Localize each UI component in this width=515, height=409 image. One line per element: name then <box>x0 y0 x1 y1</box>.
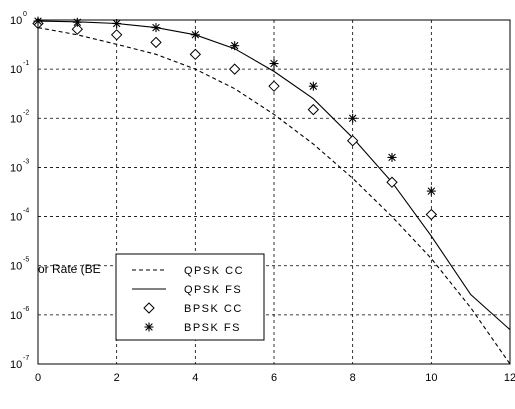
y-tick-label: 10-5 <box>10 257 29 273</box>
series-bpsk-fs <box>33 16 436 196</box>
legend: QPSK CC QPSK FS BPSK CC BPSK FS <box>115 253 265 341</box>
y-tick-exponent: -2 <box>23 109 29 116</box>
x-tick-label: 10 <box>425 372 437 384</box>
y-axis-label: or Rate (BE <box>38 262 101 276</box>
star-marker <box>426 186 436 196</box>
y-tick-label: 10-1 <box>10 60 29 76</box>
legend-swatch <box>143 302 155 314</box>
legend-item: BPSK CC <box>143 302 243 315</box>
plot-frame <box>37 19 511 365</box>
y-tick-base: 10 <box>10 162 22 174</box>
x-tick-label: 6 <box>271 372 277 384</box>
star-marker <box>112 18 122 28</box>
diamond-marker <box>268 80 280 92</box>
plot-area <box>32 16 511 365</box>
x-tick-label: 4 <box>192 372 198 384</box>
star-marker <box>190 30 200 40</box>
x-axis: 0 2 4 6 8 10 12 <box>35 372 515 384</box>
legend-label: QPSK CC <box>184 265 244 277</box>
diamond-marker <box>189 48 202 61</box>
y-tick-exponent: -6 <box>23 306 29 313</box>
series-bpsk-cc <box>32 17 438 221</box>
diamond-marker <box>386 176 398 188</box>
diamond-marker <box>346 134 359 147</box>
star-marker <box>151 23 161 33</box>
y-tick-label: 10-3 <box>10 158 29 174</box>
star-marker <box>269 59 279 69</box>
legend-swatch <box>144 322 154 332</box>
x-tick-label: 2 <box>114 372 120 384</box>
y-tick-base: 10 <box>10 310 22 322</box>
x-tick-label: 8 <box>350 372 356 384</box>
diamond-marker <box>307 103 320 116</box>
legend-label: BPSK CC <box>184 303 243 315</box>
legend-item: QPSK FS <box>132 284 242 296</box>
legend-item: BPSK FS <box>144 322 241 334</box>
diamond-marker <box>425 208 438 221</box>
y-tick-label: 10-4 <box>10 208 29 224</box>
y-tick-label: 100 <box>10 11 27 27</box>
y-tick-base: 10 <box>10 261 22 273</box>
star-marker <box>72 17 82 27</box>
y-tick-label: 10-2 <box>10 109 29 125</box>
y-tick-base: 10 <box>10 212 22 224</box>
star-marker <box>230 41 240 51</box>
legend-label: QPSK FS <box>184 284 242 296</box>
y-tick-exponent: -7 <box>23 355 29 362</box>
y-tick-exponent: -1 <box>23 60 29 67</box>
legend-label: BPSK FS <box>184 322 241 334</box>
y-tick-exponent: -3 <box>23 158 29 165</box>
y-tick-base: 10 <box>10 15 22 27</box>
y-tick-base: 10 <box>10 359 22 371</box>
y-tick-exponent: -5 <box>23 257 29 264</box>
y-tick-base: 10 <box>10 64 22 76</box>
legend-item: QPSK CC <box>132 265 244 277</box>
star-marker <box>348 113 358 123</box>
x-tick-label: 12 <box>504 372 515 384</box>
diamond-marker <box>71 23 84 35</box>
star-marker <box>387 152 397 162</box>
x-tick-label: 0 <box>35 372 41 384</box>
y-tick-exponent: -4 <box>23 208 29 215</box>
diamond-marker <box>228 63 241 75</box>
y-tick-exponent: 0 <box>23 11 27 18</box>
y-tick-label: 10-6 <box>10 306 29 322</box>
series-line <box>37 27 511 365</box>
diamond-marker <box>110 29 123 41</box>
series-qpsk-cc <box>37 27 511 365</box>
star-marker <box>308 81 318 91</box>
y-tick-base: 10 <box>10 113 22 125</box>
legend-box <box>115 253 265 341</box>
diamond-marker <box>150 36 162 49</box>
y-tick-label: 10-7 <box>10 355 29 371</box>
